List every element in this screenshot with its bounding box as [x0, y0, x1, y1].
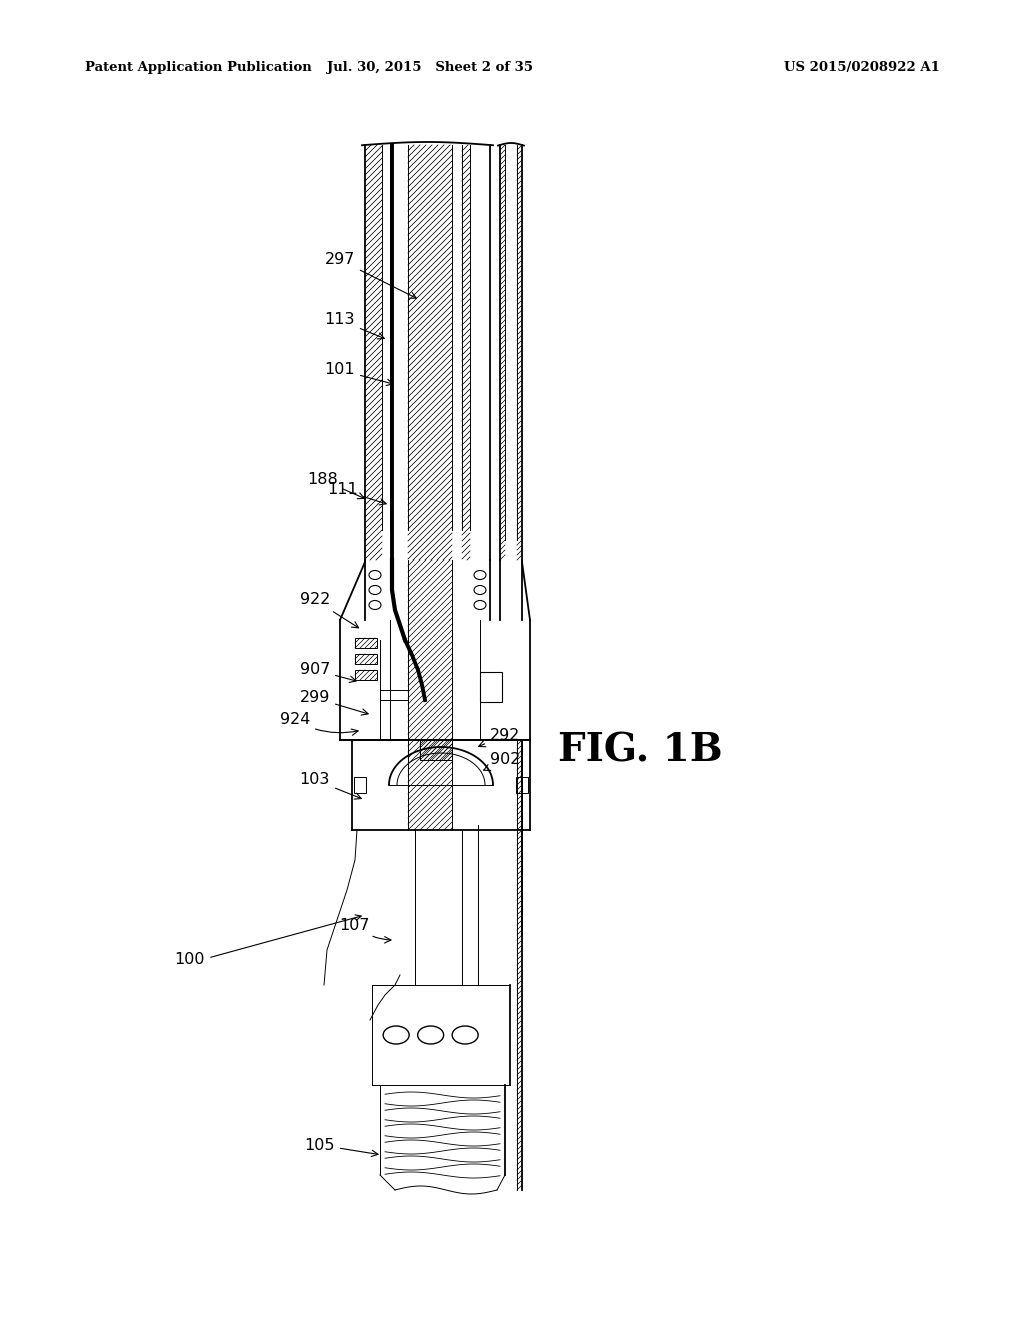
Bar	[480, 672, 502, 702]
Text: 103: 103	[300, 772, 361, 799]
Text: 101: 101	[325, 363, 393, 385]
Text: 924: 924	[280, 713, 358, 735]
Text: 922: 922	[300, 593, 358, 628]
Text: 111: 111	[328, 483, 386, 506]
Bar	[355, 653, 377, 664]
Ellipse shape	[383, 1026, 410, 1044]
Bar	[516, 777, 528, 793]
Text: 907: 907	[300, 663, 356, 682]
Ellipse shape	[474, 601, 486, 610]
Text: Patent Application Publication: Patent Application Publication	[85, 62, 311, 74]
Text: US 2015/0208922 A1: US 2015/0208922 A1	[784, 62, 940, 74]
Ellipse shape	[453, 1026, 478, 1044]
Text: 292: 292	[478, 727, 520, 747]
Text: 105: 105	[304, 1138, 378, 1156]
Text: Jul. 30, 2015   Sheet 2 of 35: Jul. 30, 2015 Sheet 2 of 35	[327, 62, 534, 74]
Text: 299: 299	[300, 690, 369, 715]
Text: 100: 100	[174, 953, 205, 968]
Ellipse shape	[369, 601, 381, 610]
Text: 188: 188	[307, 473, 365, 499]
Ellipse shape	[474, 586, 486, 594]
Text: 113: 113	[325, 313, 384, 339]
Ellipse shape	[369, 570, 381, 579]
Bar	[354, 777, 366, 793]
Ellipse shape	[418, 1026, 443, 1044]
Ellipse shape	[369, 586, 381, 594]
Text: 297: 297	[325, 252, 417, 298]
Text: FIG. 1B: FIG. 1B	[558, 731, 722, 770]
Text: 902: 902	[483, 752, 520, 771]
Text: 107: 107	[340, 917, 391, 942]
Bar	[355, 638, 377, 648]
Bar	[355, 671, 377, 680]
Ellipse shape	[474, 570, 486, 579]
Bar	[420, 741, 452, 760]
